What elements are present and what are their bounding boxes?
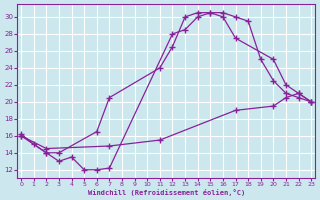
X-axis label: Windchill (Refroidissement éolien,°C): Windchill (Refroidissement éolien,°C) xyxy=(88,189,245,196)
